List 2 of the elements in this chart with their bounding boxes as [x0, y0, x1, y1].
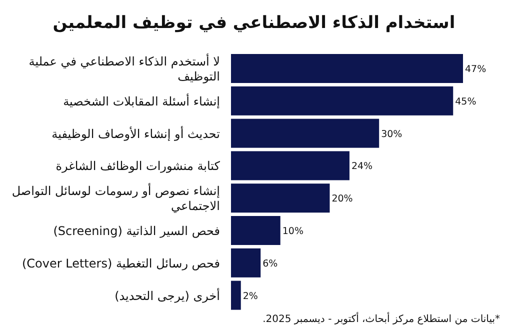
title: استخدام الذكاء الاصطناعي في توظيف المعلمين [52, 13, 456, 33]
annotation: *بيانات من استطلاع مركز أبحاث، أكتوبر - ديسمبر 2025. [262, 314, 500, 325]
